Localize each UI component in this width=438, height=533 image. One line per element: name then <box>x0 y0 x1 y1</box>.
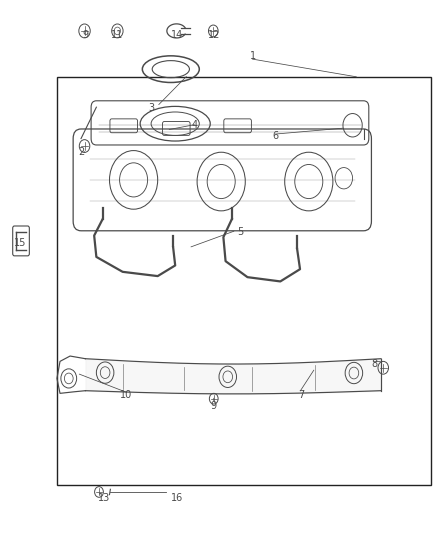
Text: 5: 5 <box>237 227 243 237</box>
Text: 14: 14 <box>171 30 184 39</box>
Text: 1: 1 <box>250 51 256 61</box>
Text: 13: 13 <box>98 494 110 503</box>
Text: 12: 12 <box>208 30 220 39</box>
Text: 7: 7 <box>298 391 304 400</box>
Text: 15: 15 <box>14 238 26 247</box>
Text: 11: 11 <box>111 30 124 39</box>
Text: 3: 3 <box>148 103 154 112</box>
Text: 16: 16 <box>171 494 184 503</box>
Text: 9: 9 <box>82 30 88 39</box>
Text: 6: 6 <box>272 131 278 141</box>
Text: 2: 2 <box>78 147 84 157</box>
Text: 4: 4 <box>192 120 198 130</box>
Text: 9: 9 <box>211 401 217 411</box>
Text: 10: 10 <box>120 391 132 400</box>
Bar <box>57 77 431 485</box>
Text: 8: 8 <box>371 359 378 368</box>
